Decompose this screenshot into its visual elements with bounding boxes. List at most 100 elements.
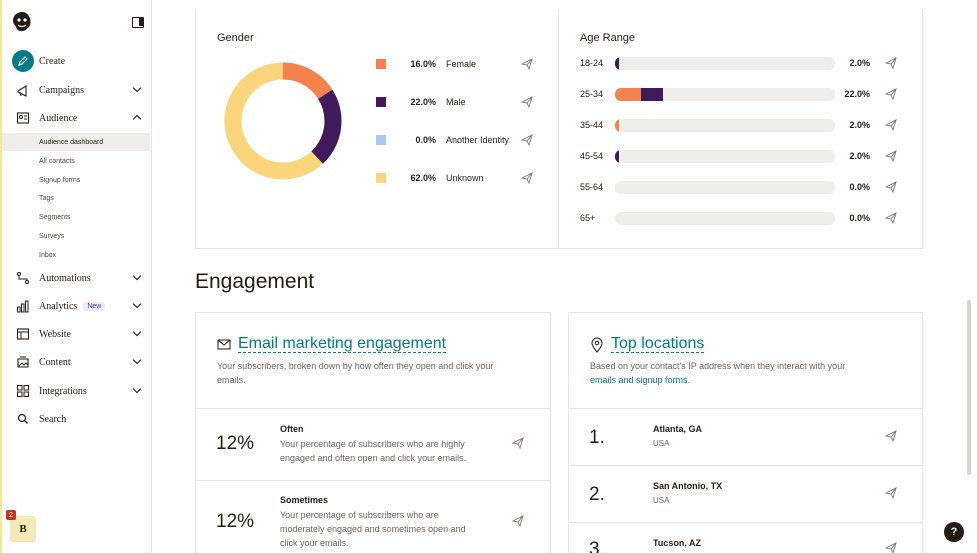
desc-line: Your subscribers, broken down by how oft… [217,361,494,371]
desc-end: . [687,375,691,385]
send-icon[interactable] [885,88,897,100]
send-icon[interactable] [521,58,533,70]
legend-row-unknown: 62.0% Unknown [376,173,484,183]
chevron-down-icon[interactable] [132,384,142,394]
nav-campaigns[interactable]: Campaigns [2,77,150,103]
send-icon[interactable] [512,515,524,527]
collapse-sidebar-icon[interactable] [132,17,144,28]
age-bar-track [615,57,835,70]
nav-content[interactable]: Content [2,349,150,375]
sidebar-item-segments[interactable]: Segments [39,213,71,221]
send-icon[interactable] [885,487,897,499]
sidebar-item-audience-dashboard[interactable]: Audience dashboard [2,133,150,151]
send-icon[interactable] [512,437,524,449]
desc-line: moderately engaged and sometimes open an… [280,524,466,534]
age-bar-track [615,119,835,132]
gender-card: Gender [195,9,559,249]
age-label: 35-44 [580,120,604,130]
notification-badge: 2 [6,510,16,520]
nav-audience[interactable]: Audience [2,105,150,131]
send-icon[interactable] [521,96,533,108]
automations-icon [11,271,35,285]
nav-label: Search [39,413,67,425]
website-icon [11,327,35,341]
age-bar-track [615,212,835,225]
nav-create[interactable]: Create [2,48,150,74]
legend-row-another-identity: 0.0% Another Identity [376,135,509,145]
often-desc: Your percentage of subscribers who are h… [280,437,500,465]
sidebar-item-tags[interactable]: Tags [39,194,54,202]
top-locations-title[interactable]: Top locations [611,335,705,352]
scrollbar[interactable] [967,300,971,475]
nav-search[interactable]: Search [2,406,150,432]
legend-label: Male [446,97,466,107]
send-icon[interactable] [885,150,897,162]
chevron-down-icon[interactable] [132,355,142,365]
nav-integrations[interactable]: Integrations [2,378,150,404]
often-pct: 12% [216,433,255,454]
send-icon[interactable] [885,57,897,69]
nav-analytics[interactable]: Analytics New [2,293,150,319]
emails-signup-forms-link[interactable]: emails and signup forms [590,375,688,385]
integrations-icon [11,384,35,398]
email-engagement-title[interactable]: Email marketing engagement [238,335,447,352]
sometimes-desc: Your percentage of subscribers who are m… [280,508,500,550]
avatar[interactable]: B [10,516,36,542]
age-bar-track [615,181,835,194]
age-label: 45-54 [580,151,604,161]
age-row: 25-34 22.0% [580,88,900,102]
age-row: 35-44 2.0% [580,119,900,133]
location-country: USA [653,496,670,505]
mailchimp-logo-icon[interactable] [10,10,34,34]
chevron-down-icon[interactable] [132,327,142,337]
age-bar-segment [615,57,620,70]
sidebar-item-inbox[interactable]: Inbox [39,251,57,259]
divider [569,465,922,466]
bar-chart-icon [11,299,35,313]
age-pct: 0.0% [849,182,870,192]
sidebar-item-all-contacts[interactable]: All contacts [39,157,75,165]
nav-label: Content [39,356,71,368]
divider [196,480,550,481]
send-icon[interactable] [885,542,897,553]
legend-label: Female [446,59,477,69]
age-pct: 2.0% [849,151,870,161]
desc-line: click your emails. [280,538,349,548]
desc-line: emails. [217,375,246,385]
nav-label: Campaigns [39,84,84,96]
account-menu[interactable]: B 2 [6,510,36,542]
send-icon[interactable] [885,181,897,193]
nav-automations[interactable]: Automations [2,265,150,291]
age-row: 45-54 2.0% [580,150,900,164]
desc-line: emails and signup forms. [590,373,920,387]
send-icon[interactable] [885,119,897,131]
chevron-down-icon[interactable] [132,299,142,309]
engagement-heading: Engagement [195,270,315,293]
send-icon[interactable] [521,134,533,146]
help-button[interactable]: ? [944,522,964,542]
send-icon[interactable] [521,172,533,184]
content-icon [11,355,35,369]
location-rank: 1. [589,427,605,448]
age-label: 18-24 [580,58,604,68]
new-badge: New [83,301,106,311]
legend-pct: 62.0% [410,173,436,183]
age-label: 25-34 [580,89,604,99]
location-city: San Antonio, TX [653,481,723,491]
chevron-down-icon[interactable] [132,83,142,93]
age-row: 18-24 2.0% [580,57,900,71]
send-icon[interactable] [885,430,897,442]
location-pin-icon [591,337,603,353]
age-pct: 2.0% [849,58,870,68]
sidebar-item-surveys[interactable]: Surveys [39,232,65,240]
chevron-down-icon[interactable] [132,271,142,281]
send-icon[interactable] [885,212,897,224]
sidebar-item-signup-forms[interactable]: Signup forms [39,176,81,184]
legend-swatch [376,59,386,69]
nav-website[interactable]: Website [2,321,150,347]
envelope-icon [217,339,231,350]
chevron-up-icon[interactable] [132,114,142,124]
legend-row-male: 22.0% Male [376,97,466,107]
age-bar-segment [615,150,620,163]
left-rail [0,0,2,553]
